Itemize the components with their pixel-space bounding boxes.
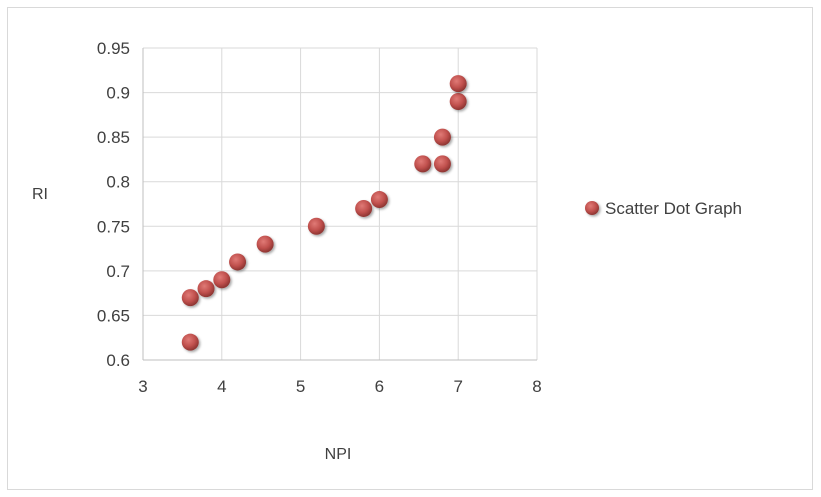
scatter-point (213, 271, 231, 289)
data-points (181, 75, 467, 351)
x-tick-label: 3 (138, 377, 147, 396)
y-tick-label: 0.95 (97, 39, 130, 58)
chart-area (7, 7, 813, 490)
scatter-point (229, 253, 247, 271)
y-tick-label: 0.8 (106, 173, 130, 192)
y-tick-label: 0.65 (97, 306, 130, 325)
x-tick-label: 8 (532, 377, 541, 396)
scatter-point (256, 235, 274, 253)
axes (142, 48, 537, 361)
scatter-point (449, 75, 467, 93)
x-tick-label: 6 (375, 377, 384, 396)
scatter-point (433, 155, 451, 173)
scatter-point (370, 191, 388, 209)
scatter-point (307, 217, 325, 235)
x-tick-labels: 3 4 5 6 7 8 (138, 377, 541, 396)
legend: Scatter Dot Graph (585, 199, 742, 218)
scatter-point (449, 92, 467, 110)
gridlines (142, 47, 538, 361)
scatter-point (181, 289, 199, 307)
y-tick-label: 0.6 (106, 351, 130, 370)
y-tick-label: 0.85 (97, 128, 130, 147)
scatter-point (414, 155, 432, 173)
y-axis-title: RI (32, 186, 48, 203)
legend-marker (585, 201, 599, 215)
scatter-point (181, 333, 199, 351)
scatter-point (197, 280, 215, 298)
legend-label: Scatter Dot Graph (605, 199, 742, 218)
y-tick-label: 0.7 (106, 262, 130, 281)
y-tick-label: 0.75 (97, 217, 130, 236)
x-tick-label: 7 (453, 377, 462, 396)
y-tick-label: 0.9 (106, 84, 130, 103)
x-axis-title: NPI (325, 446, 352, 463)
y-tick-labels: 0.6 0.65 0.7 0.75 0.8 0.85 0.9 0.95 (97, 39, 130, 370)
scatter-point (433, 128, 451, 146)
x-tick-label: 5 (296, 377, 305, 396)
scatter-point (355, 199, 373, 217)
x-tick-label: 4 (217, 377, 226, 396)
